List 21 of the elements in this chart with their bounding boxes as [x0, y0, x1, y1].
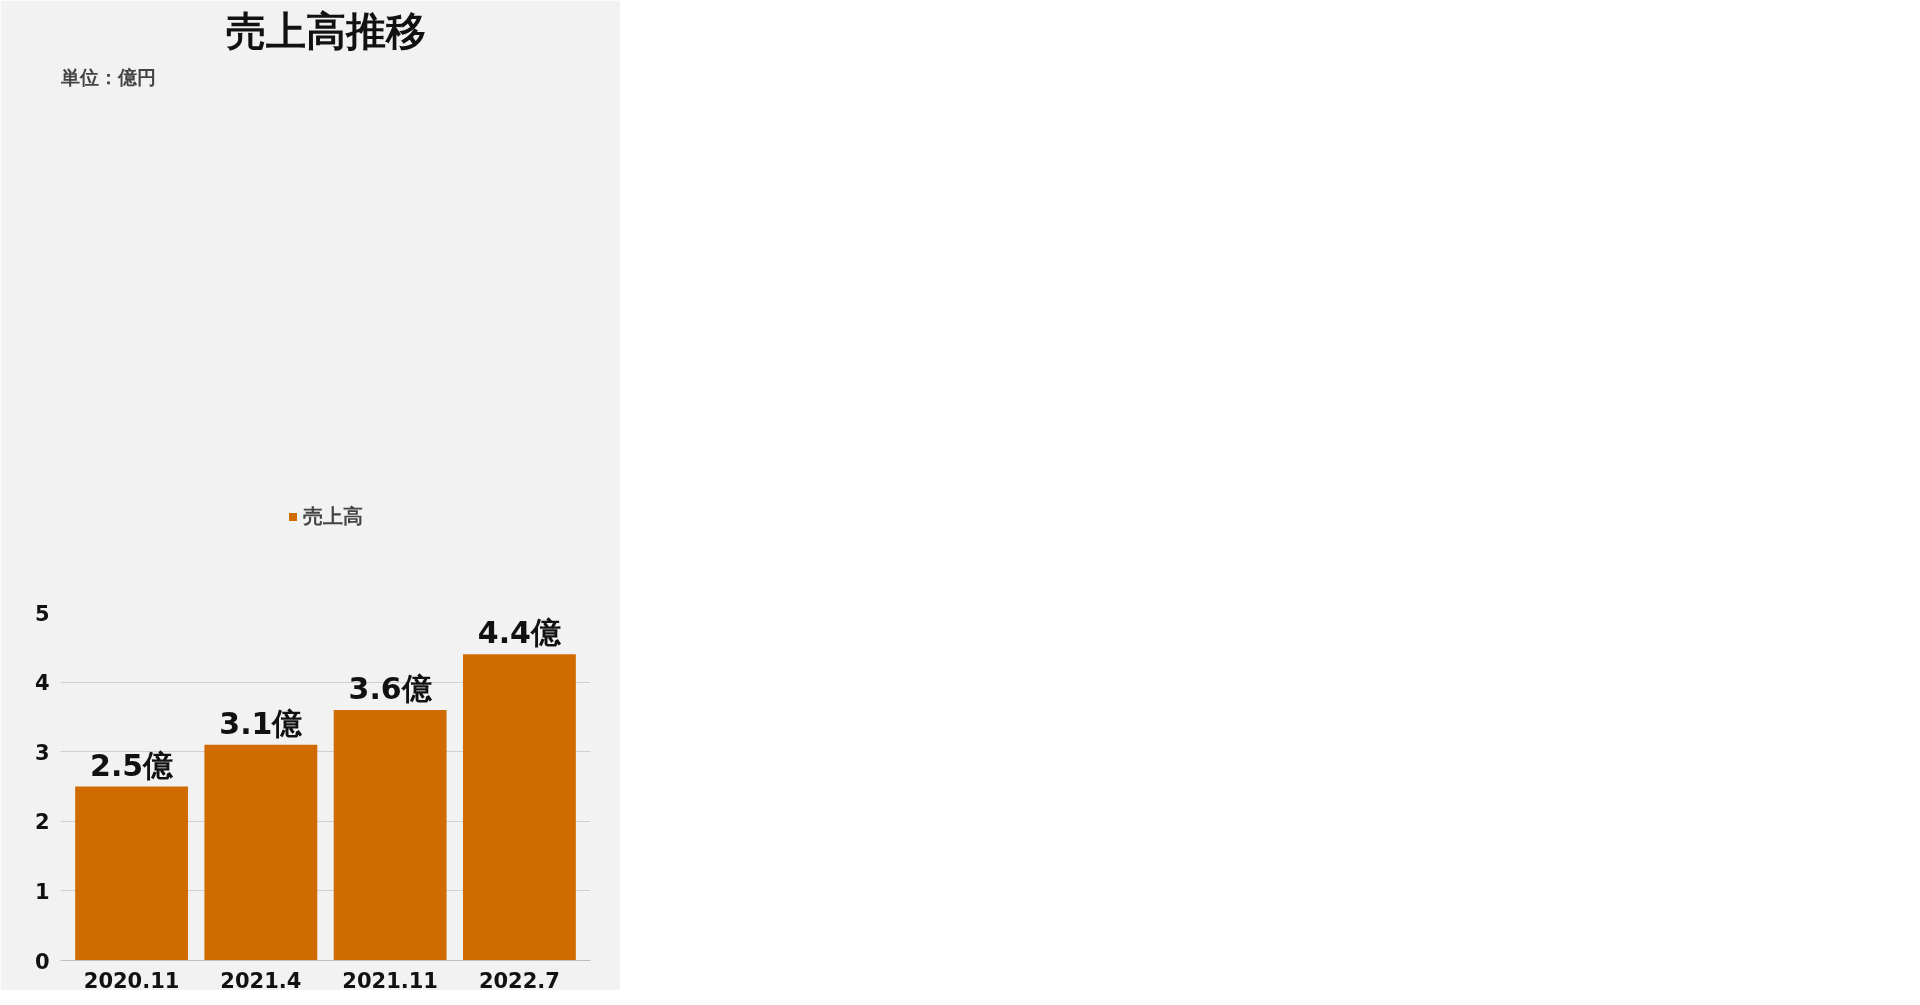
- chart-title: 売上高推移: [225, 7, 426, 54]
- legend-label: 売上高: [302, 502, 363, 530]
- bar: [204, 744, 318, 961]
- text: 単位：億円: [59, 65, 156, 88]
- bar: [462, 654, 576, 961]
- y-tick-label: 5: [34, 601, 50, 626]
- x-tick-label: 2021.4: [220, 968, 302, 993]
- y-tick-label: 2: [34, 810, 50, 835]
- bar: [333, 709, 447, 961]
- bar: [75, 786, 189, 961]
- text: 4.4億: [477, 615, 561, 651]
- y-tick-label: 4: [34, 671, 50, 696]
- x-tick-label: 2020.11: [83, 968, 180, 993]
- y-tick-label: 1: [34, 879, 50, 904]
- text: 3.6億: [348, 670, 432, 706]
- x-tick-label: 2022.7: [478, 968, 560, 993]
- x-tick-label: 2021.11: [342, 968, 438, 993]
- text: 3.1億: [219, 705, 303, 741]
- text: 2.5億: [90, 747, 174, 783]
- y-tick-label: 0: [34, 949, 50, 974]
- y-tick-label: 3: [34, 740, 50, 765]
